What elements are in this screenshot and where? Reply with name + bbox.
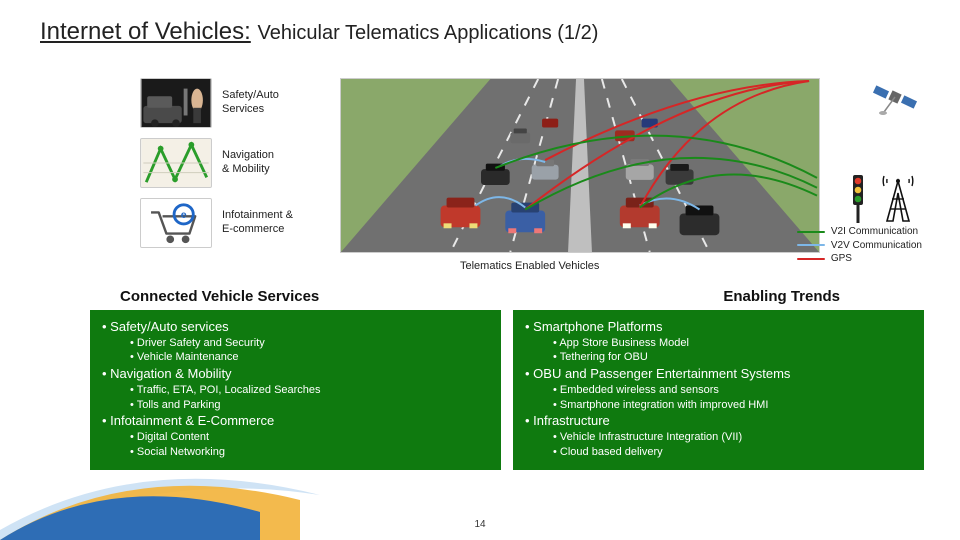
legend-v2v-label: V2V Communication [831, 239, 922, 253]
title-main: Internet of Vehicles: [40, 18, 251, 45]
thumb-infotainment: e Infotainment & E-commerce [140, 198, 340, 248]
highway-caption: Telematics Enabled Vehicles [460, 260, 599, 272]
et-obu-s2: Smartphone integration with improved HMI [525, 398, 912, 413]
et-obu-s1: Embedded wireless and sensors [525, 383, 912, 398]
cs-nav-s2: Tolls and Parking [102, 398, 489, 413]
et-phone-s2: Tethering for OBU [525, 350, 912, 365]
cart-thumb: e [140, 198, 212, 248]
legend-v2i-swatch [797, 231, 825, 233]
cs-safety-s2: Vehicle Maintenance [102, 350, 489, 365]
legend-gps-swatch [797, 258, 825, 260]
et-infra-s2: Cloud based delivery [525, 445, 912, 460]
et-phone: Smartphone Platforms [525, 318, 912, 336]
et-obu: OBU and Passenger Entertainment Systems [525, 365, 912, 383]
cs-info-s1: Digital Content [102, 430, 489, 445]
cs-safety: Safety/Auto services [102, 318, 489, 336]
et-infra: Infrastructure [525, 412, 912, 430]
crash-thumb [140, 78, 212, 128]
satellite-icon [870, 78, 920, 123]
cs-safety-s1: Driver Safety and Security [102, 336, 489, 351]
legend-gps-label: GPS [831, 252, 852, 266]
legend-v2i-label: V2I Communication [831, 225, 918, 239]
slide-title: Internet of Vehicles: Vehicular Telemati… [40, 18, 598, 46]
panel-enabling-trends: Smartphone Platforms App Store Business … [513, 310, 924, 470]
comm-legend: V2I Communication V2V Communication GPS [797, 225, 922, 266]
cs-nav-s1: Traffic, ETA, POI, Localized Searches [102, 383, 489, 398]
green-panels: Safety/Auto services Driver Safety and S… [90, 310, 924, 470]
cs-info-s2: Social Networking [102, 445, 489, 460]
et-infra-s1: Vehicle Infrastructure Integration (VII) [525, 430, 912, 445]
svg-text:e: e [181, 209, 187, 221]
slide: Internet of Vehicles: Vehicular Telemati… [0, 0, 960, 540]
thumb-navigation-label: Navigation & Mobility [222, 149, 274, 177]
thumb-navigation: Navigation & Mobility [140, 138, 340, 188]
cell-tower-icon [881, 175, 915, 223]
legend-v2v-swatch [797, 244, 825, 246]
thumb-safety-label: Safety/Auto Services [222, 89, 279, 117]
section-headers: Connected Vehicle Services Enabling Tren… [120, 288, 840, 305]
cs-nav: Navigation & Mobility [102, 365, 489, 383]
legend-v2i: V2I Communication [797, 225, 922, 239]
cs-info: Infotainment & E-Commerce [102, 412, 489, 430]
et-phone-s1: App Store Business Model [525, 336, 912, 351]
thumb-infotainment-label: Infotainment & E-commerce [222, 209, 293, 237]
title-sub: Vehicular Telematics Applications (1/2) [257, 22, 598, 44]
thumb-safety: Safety/Auto Services [140, 78, 340, 128]
legend-v2v: V2V Communication [797, 239, 922, 253]
map-thumb [140, 138, 212, 188]
page-number: 14 [474, 519, 485, 530]
highway-illustration [340, 78, 820, 253]
infrastructure-icons [847, 175, 915, 223]
traffic-light-icon [847, 175, 869, 223]
panel-connected-services: Safety/Auto services Driver Safety and S… [90, 310, 501, 470]
thumbnail-column: Safety/Auto Services Navigation & Mobili… [140, 78, 340, 258]
legend-gps: GPS [797, 252, 922, 266]
enabling-trends-title: Enabling Trends [723, 288, 840, 305]
connected-services-title: Connected Vehicle Services [120, 288, 319, 305]
